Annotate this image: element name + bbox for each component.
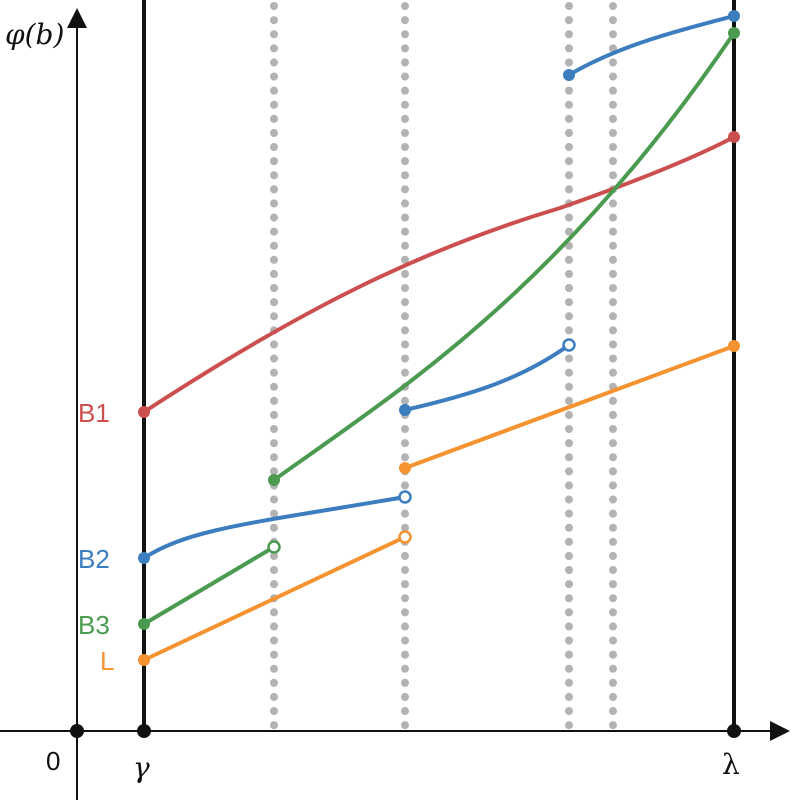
b3-segment-1-end-open	[267, 540, 281, 554]
b2-segment-1-start	[138, 552, 150, 564]
l-segment-2-start	[399, 462, 411, 474]
b2-segment-2-start	[399, 404, 411, 416]
b1-label: B1	[78, 398, 110, 428]
b3-segment-2	[272, 31, 736, 482]
lambda-label: λ	[722, 748, 740, 781]
dotted-dividers	[270, 2, 617, 732]
l-label: L	[100, 646, 114, 676]
l-segment-1-end-open	[398, 530, 412, 544]
b3-segment-2-end	[728, 27, 740, 39]
b3-segment-1-start	[138, 618, 150, 630]
l-segment-1-start	[138, 654, 150, 666]
gamma-label: γ	[133, 751, 150, 784]
origin-label: 0	[46, 746, 60, 776]
b2-segment-3-start	[563, 69, 575, 81]
b1-end-point	[728, 131, 740, 143]
b2-label: B2	[78, 544, 110, 574]
b3-segment-2-start	[268, 474, 280, 486]
b3-segment-1	[142, 545, 276, 626]
origin-point	[70, 724, 84, 738]
b2-segment-3-end	[728, 10, 740, 22]
l-segment-1	[143, 535, 406, 662]
b2-segment-2	[404, 343, 571, 412]
l-segment-2	[404, 344, 735, 470]
lambda-point	[727, 724, 741, 738]
b2-segment-3	[567, 14, 735, 77]
b1-start-point	[138, 406, 150, 418]
b2-segment-1	[142, 495, 406, 560]
b2-segment-2-end-open	[562, 338, 576, 352]
gamma-point	[137, 724, 151, 738]
b3-label: B3	[78, 610, 110, 640]
y-axis-label: φ(b)	[5, 18, 64, 51]
b1-curve	[142, 135, 735, 414]
l-segment-2-end	[728, 340, 740, 352]
b2-segment-1-end-open	[398, 490, 412, 504]
